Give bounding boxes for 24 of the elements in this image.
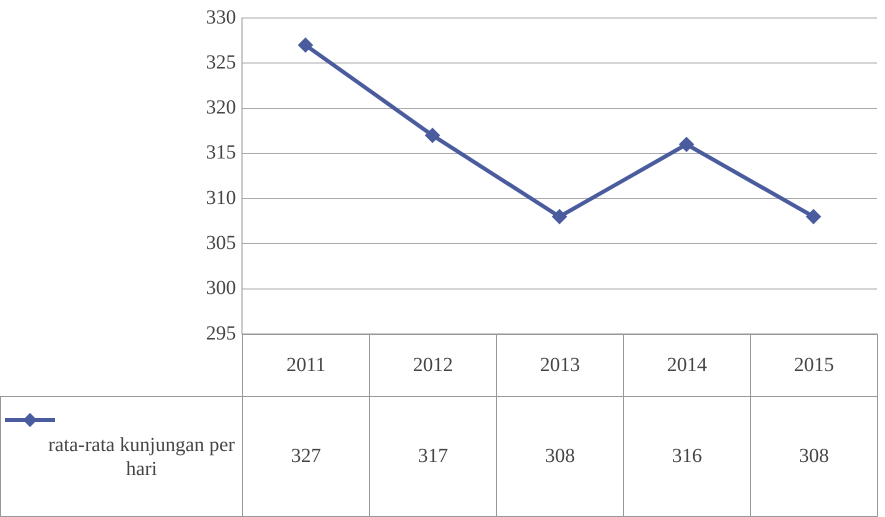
data-label: 327 [242, 396, 370, 516]
y-tick-label: 315 [206, 142, 236, 164]
x-tick-label: 2014 [624, 334, 750, 396]
x-tick-label: 2013 [496, 334, 624, 396]
data-label: 308 [750, 396, 878, 516]
y-tick-label: 310 [206, 186, 236, 209]
data-label: 308 [496, 396, 624, 516]
x-tick-label: 2012 [370, 334, 496, 396]
y-tick-label: 305 [206, 232, 236, 254]
y-tick-label: 325 [206, 51, 236, 74]
point [425, 128, 440, 143]
y-tick-label: 330 [206, 6, 236, 28]
y-tick-label: 320 [206, 96, 236, 119]
data-label: 316 [624, 396, 750, 516]
legend-label: rata-rata kunjungan per hari [47, 432, 236, 480]
point [298, 38, 313, 53]
point [679, 136, 694, 152]
y-tick-label: 300 [206, 277, 236, 300]
x-tick-label: 2011 [242, 334, 370, 396]
point [806, 209, 821, 224]
point [552, 209, 567, 224]
data-label: 317 [370, 396, 496, 516]
x-tick-label: 2015 [750, 334, 878, 396]
y-tick-label: 295 [206, 322, 236, 344]
